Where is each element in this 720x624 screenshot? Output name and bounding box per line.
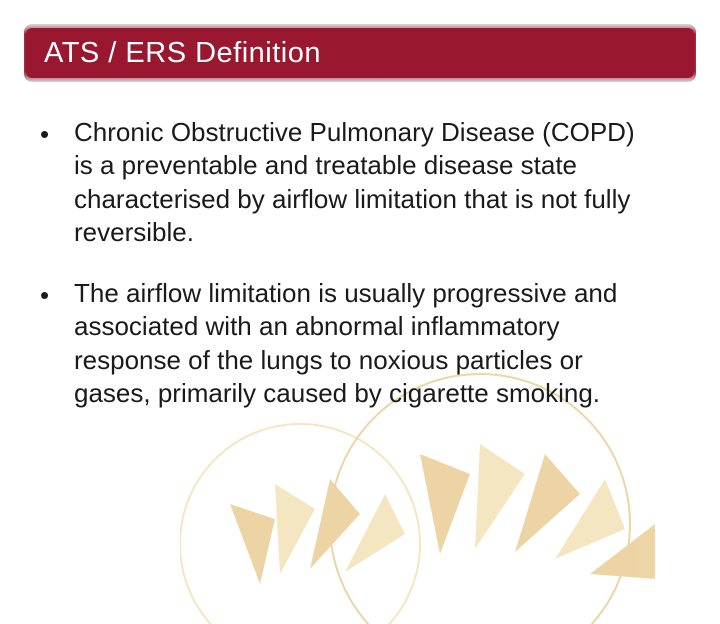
bullet-text: Chronic Obstructive Pulmonary Disease (C… bbox=[74, 116, 660, 249]
title-bar: ATS / ERS Definition bbox=[24, 24, 696, 82]
bullet-marker: • bbox=[40, 277, 74, 410]
bullet-item: • Chronic Obstructive Pulmonary Disease … bbox=[40, 116, 660, 249]
bullet-item: • The airflow limitation is usually prog… bbox=[40, 277, 660, 410]
slide-body: • Chronic Obstructive Pulmonary Disease … bbox=[0, 82, 720, 410]
bullet-marker: • bbox=[40, 116, 74, 249]
slide-title: ATS / ERS Definition bbox=[44, 37, 321, 70]
bullet-text: The airflow limitation is usually progre… bbox=[74, 277, 660, 410]
